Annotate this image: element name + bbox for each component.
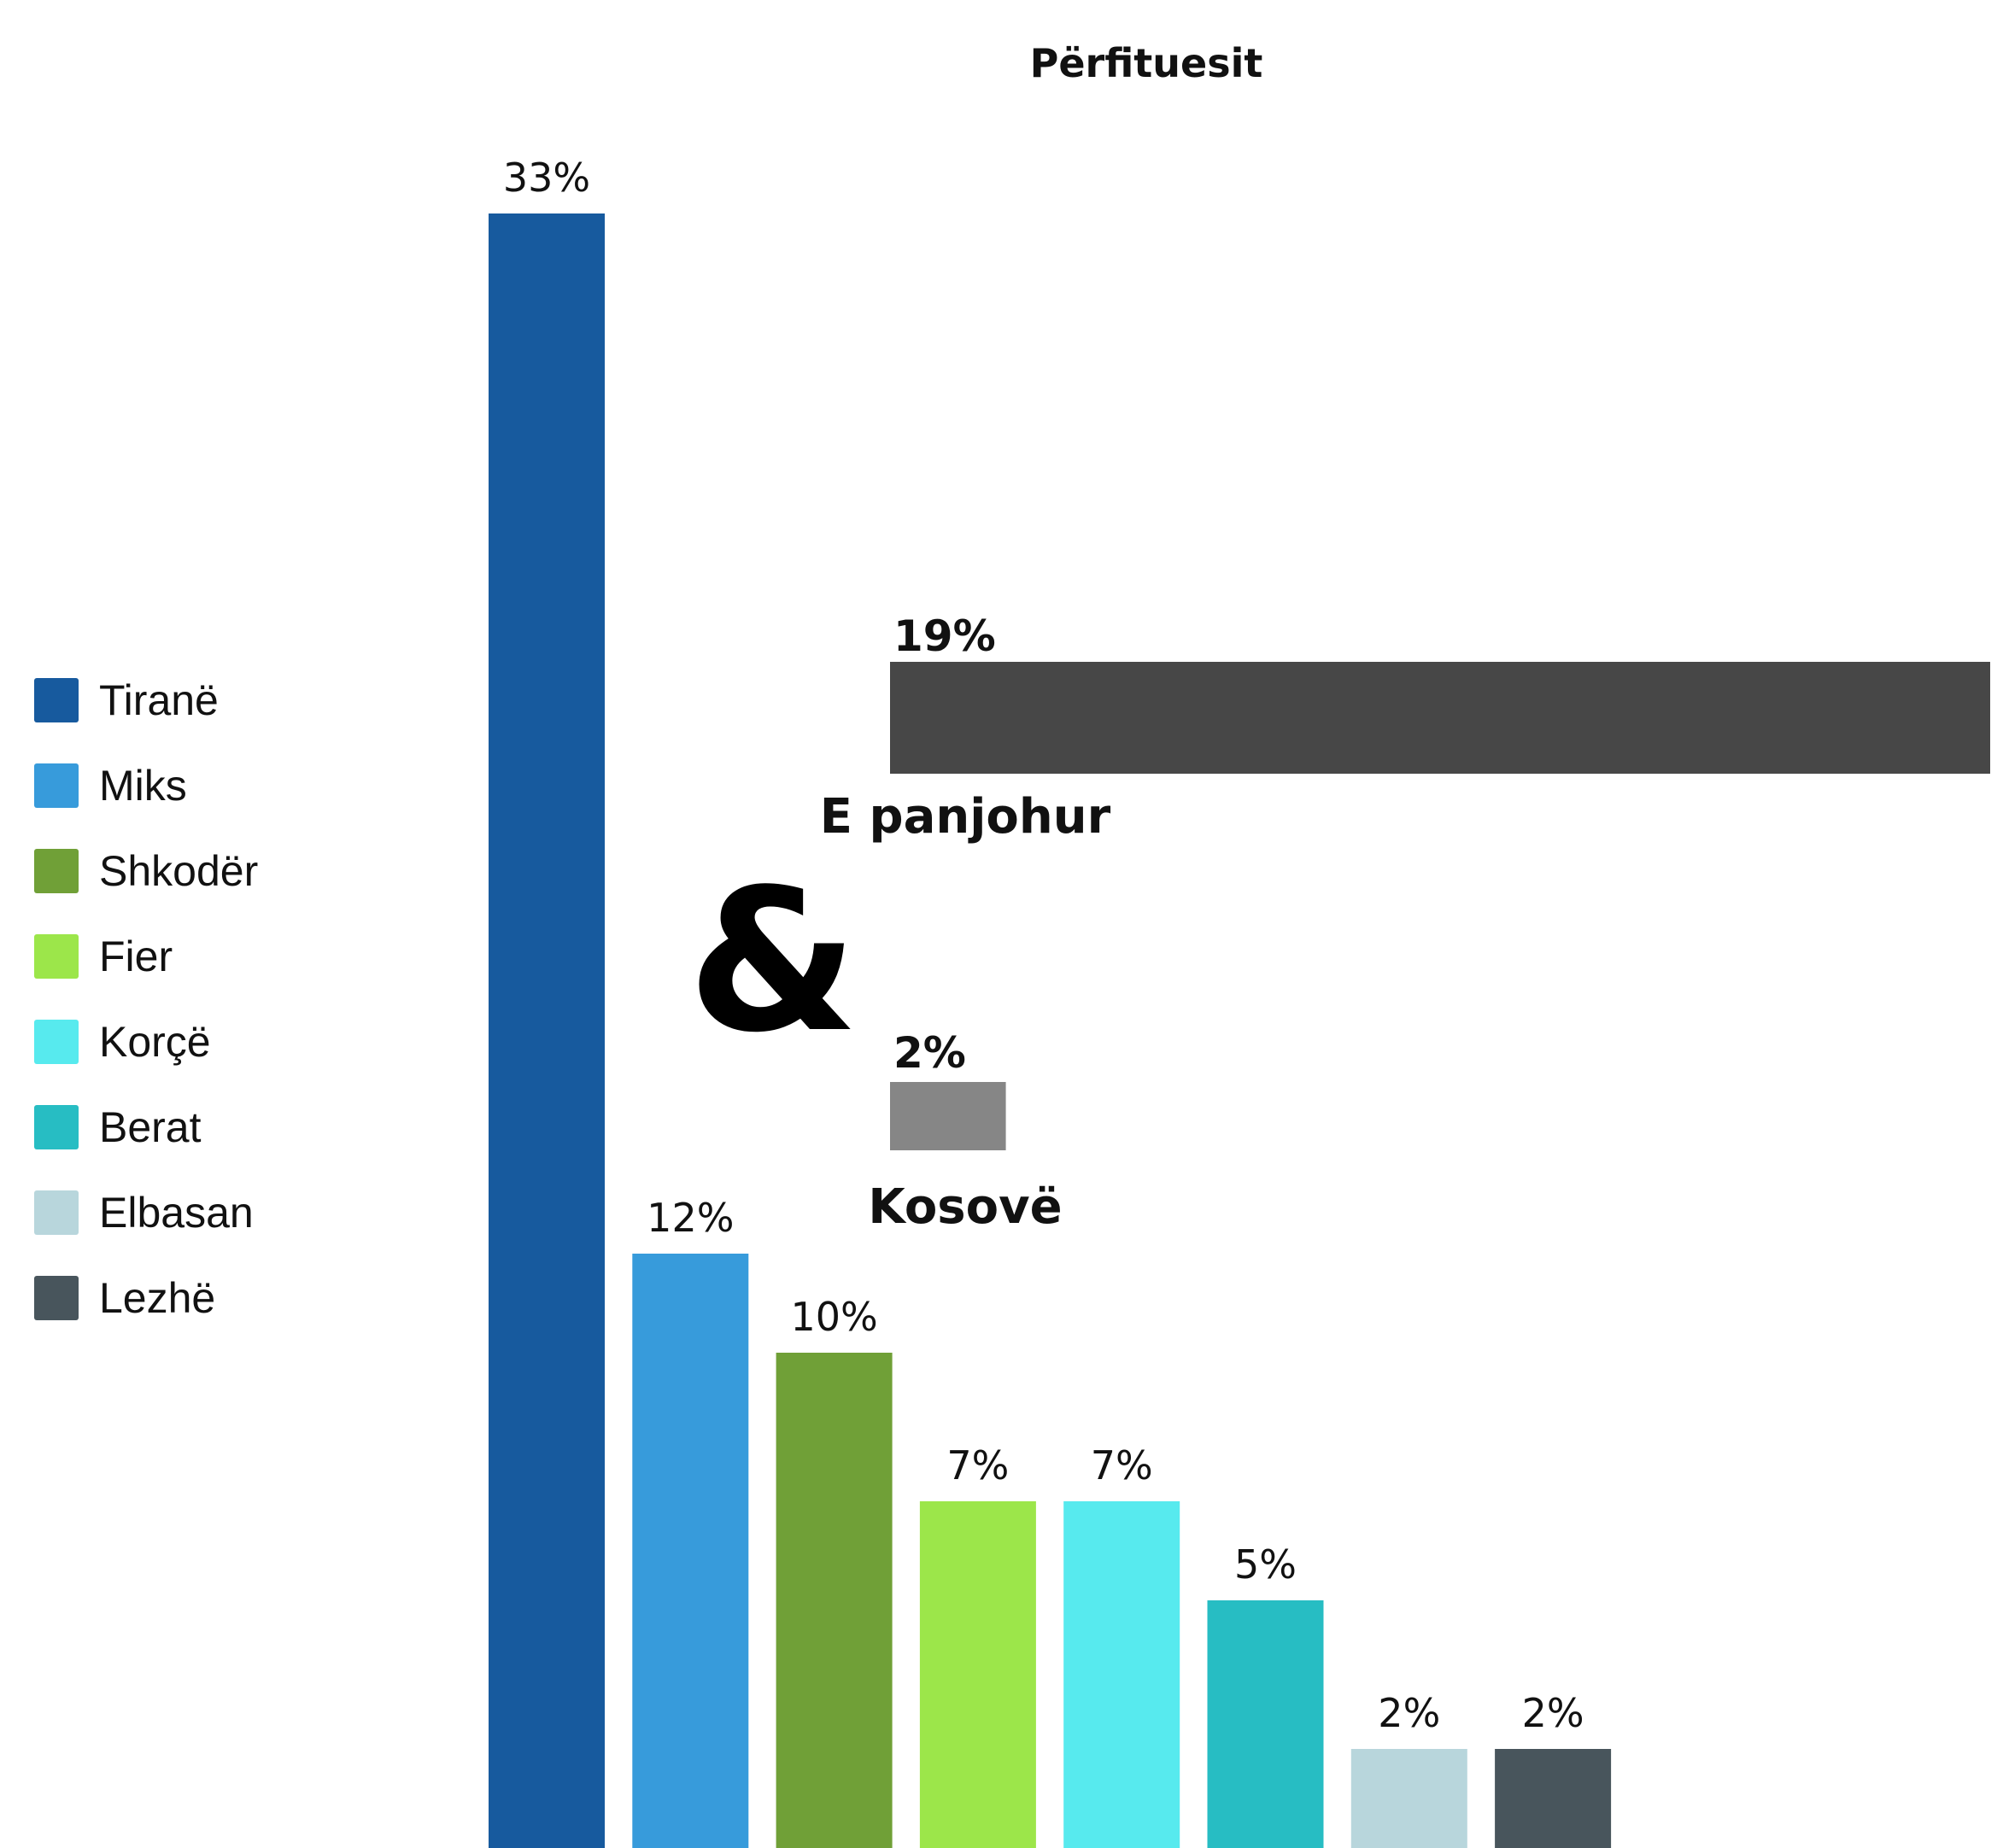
legend: Tiranë Miks Shkodër Fier Korçë Berat Elbasan Le… — [34, 658, 258, 1341]
legend-label: Berat — [99, 1103, 202, 1151]
bar-group: 33% 12% 10% 7% 7% 5% 2% 2% — [489, 155, 1612, 1848]
legend-swatch — [34, 934, 79, 979]
legend-item: Tiranë — [34, 658, 258, 743]
bar-Shkodër — [776, 1353, 893, 1848]
bar-value-label: 7% — [1091, 1442, 1153, 1488]
legend-swatch — [34, 763, 79, 808]
extra-bar-E panjohur — [890, 662, 1990, 774]
extra-bar-Kosovë — [890, 1082, 1006, 1150]
bar-value-label: 12% — [647, 1195, 734, 1241]
legend-swatch — [34, 1105, 79, 1149]
bar-value-label: 2% — [1378, 1690, 1440, 1736]
bar-Berat — [1207, 1600, 1324, 1848]
legend-item: Berat — [34, 1085, 258, 1170]
legend-label: Lezhë — [99, 1274, 216, 1322]
extra-bar-value-label: 19% — [893, 611, 996, 661]
bar-Fier — [919, 1501, 1036, 1848]
legend-item: Fier — [34, 914, 258, 999]
bar-Korçë — [1063, 1501, 1180, 1848]
bar-value-label: 7% — [946, 1442, 1009, 1488]
extra-bar-name-label: E panjohur — [820, 789, 1111, 845]
legend-swatch — [34, 1276, 79, 1320]
extra-bars-group: 19% E panjohur 2% Kosovë — [820, 611, 1990, 1235]
legend-item: Shkodër — [34, 828, 258, 914]
extra-bar-value-label: 2% — [893, 1028, 966, 1078]
legend-swatch — [34, 678, 79, 722]
legend-label: Fier — [99, 933, 173, 980]
legend-item: Miks — [34, 743, 258, 828]
bar-value-label: 2% — [1522, 1690, 1584, 1736]
legend-item: Korçë — [34, 999, 258, 1085]
legend-swatch — [34, 849, 79, 893]
bar-Tiranë — [489, 213, 605, 1848]
legend-label: Miks — [99, 762, 187, 810]
ampersand-separator: & — [688, 848, 859, 1076]
bar-value-label: 33% — [503, 155, 590, 201]
bar-Lezhë — [1495, 1749, 1612, 1848]
extra-bar-name-label: Kosovë — [868, 1179, 1062, 1235]
chart-title: Përfituesit — [1030, 40, 1263, 86]
legend-label: Shkodër — [99, 847, 259, 895]
legend-item: Elbasan — [34, 1170, 258, 1255]
legend-swatch — [34, 1020, 79, 1064]
bar-Elbasan — [1350, 1749, 1467, 1848]
legend-label: Elbasan — [99, 1189, 254, 1237]
legend-label: Tiranë — [99, 676, 219, 724]
bar-value-label: 10% — [790, 1294, 877, 1340]
legend-label: Korçë — [99, 1018, 211, 1066]
bar-Miks — [632, 1254, 749, 1848]
legend-swatch — [34, 1190, 79, 1235]
legend-item: Lezhë — [34, 1255, 258, 1341]
bar-value-label: 5% — [1234, 1541, 1297, 1588]
